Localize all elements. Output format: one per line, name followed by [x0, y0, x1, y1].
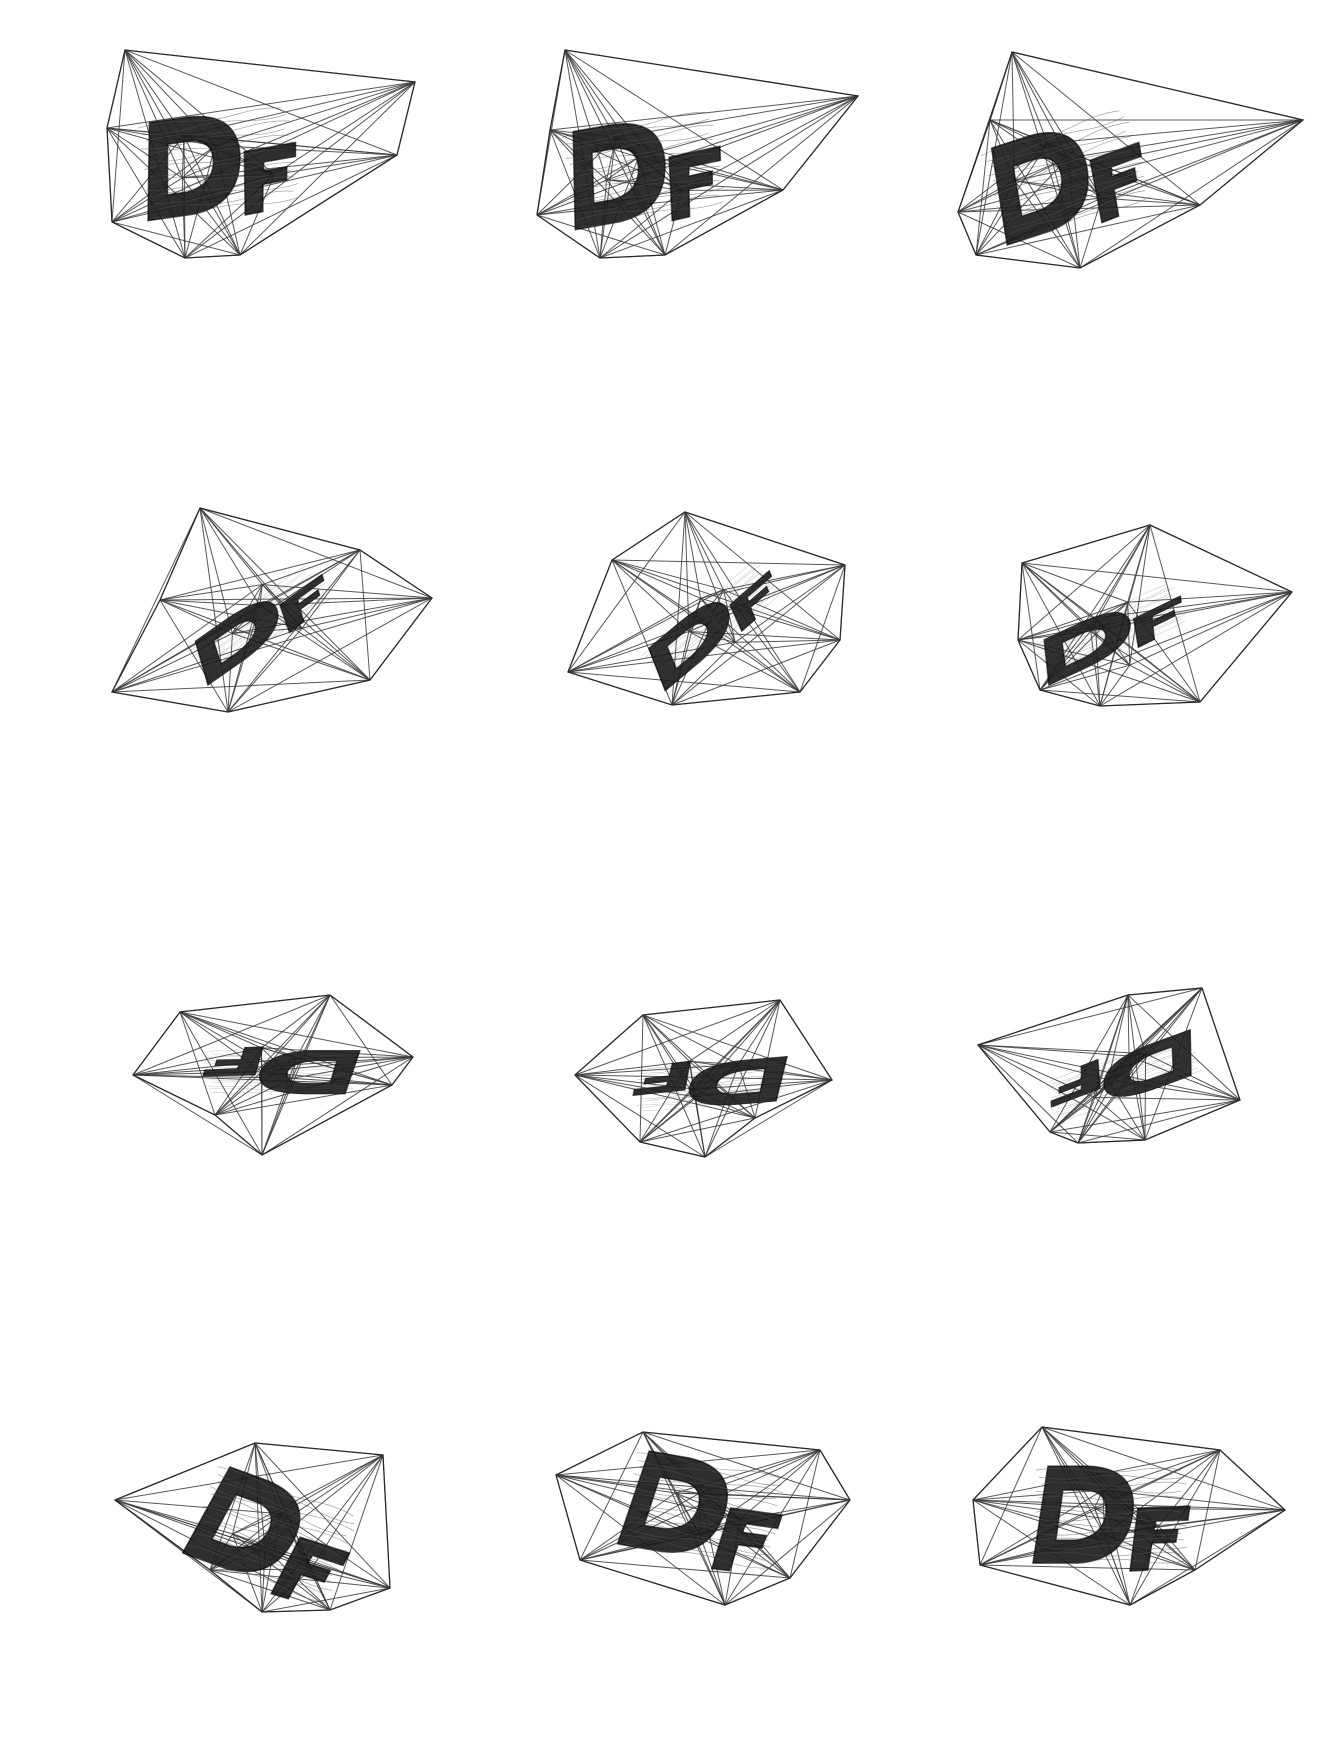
wireframe-frame-3-2: [574, 999, 833, 1158]
lettering-scribble-texture: [205, 1050, 358, 1094]
letter-f-shape: [269, 1536, 351, 1600]
hull-outline: [536, 49, 860, 259]
lettering-scribble-texture: [1047, 1032, 1202, 1120]
lettering-scribble-texture: [137, 107, 299, 219]
df-lettering-graphic: [186, 566, 332, 687]
lettering-scribble-texture: [186, 566, 332, 682]
letter-f-shape: [279, 573, 325, 634]
hull-outline: [111, 507, 433, 713]
letter-f-shape: [1129, 1505, 1191, 1572]
lettering-scribble-texture: [561, 112, 725, 228]
hull-outline: [555, 1431, 851, 1606]
wireframe-frame-1-2: [536, 49, 860, 259]
wireframe-frame-3-1: [132, 994, 414, 1156]
df-lettering-graphic: [616, 1450, 784, 1572]
hull-outline: [1017, 524, 1294, 707]
lettering-scribble-texture: [981, 110, 1151, 242]
wireframe-frame-2-3: [1017, 524, 1294, 707]
wireframe-frame-1-3: [957, 51, 1305, 269]
letter-f-shape: [243, 141, 297, 217]
lettering-scribble-texture: [1035, 1467, 1187, 1564]
wireframe-frame-4-1: [113, 1442, 391, 1613]
df-lettering-graphic: [1047, 1028, 1202, 1120]
letter-f-shape: [1132, 595, 1182, 649]
wire-mesh: [977, 987, 1241, 1144]
wireframe-frame-2-2: [567, 511, 846, 706]
wireframe-frame-2-1: [111, 507, 433, 713]
hull-outline: [574, 999, 833, 1158]
letter-d-shape: [688, 1055, 789, 1106]
hull-outline: [106, 49, 416, 259]
df-lettering-graphic: [1033, 584, 1186, 687]
hull-outline: [113, 1442, 391, 1613]
df-lettering-graphic: [1032, 1465, 1191, 1572]
letter-f-shape: [1089, 141, 1143, 224]
letter-d-shape: [616, 1450, 729, 1553]
wire-mesh: [132, 994, 414, 1156]
wire-mesh: [114, 1442, 391, 1613]
wireframe-frame-4-3: [972, 1426, 1287, 1606]
df-lettering-graphic: [981, 110, 1151, 247]
lettering-scribble-texture: [622, 1452, 784, 1569]
lettering-scribble-texture: [634, 1057, 788, 1112]
hull-outline: [957, 51, 1305, 269]
wireframe-frame-4-2: [555, 1431, 851, 1606]
lettering-scribble-texture: [1033, 584, 1186, 683]
df-lettering-graphic: [632, 1055, 789, 1112]
lettering-scribble-texture: [640, 563, 781, 687]
lettering-scribble-texture: [188, 1466, 355, 1604]
hull-outline: [567, 511, 846, 706]
hull-outline: [132, 994, 414, 1156]
letter-f-shape: [729, 569, 773, 633]
hull-outline: [972, 1426, 1287, 1606]
hull-outline: [976, 987, 1241, 1144]
df-lettering-graphic: [561, 112, 725, 231]
wireframe-frame-1-1: [106, 49, 416, 259]
letter-f-shape: [202, 1046, 264, 1077]
df-lettering-graphic: [640, 563, 781, 692]
wireframe-frame-3-3: [976, 987, 1241, 1144]
letter-f-shape: [632, 1060, 692, 1096]
letter-f-shape: [710, 1507, 784, 1572]
df-lettering-graphic: [137, 107, 299, 222]
df-lettering-graphic: [202, 1046, 361, 1095]
letter-d-shape: [194, 601, 279, 687]
df-lettering-graphic: [181, 1465, 355, 1604]
